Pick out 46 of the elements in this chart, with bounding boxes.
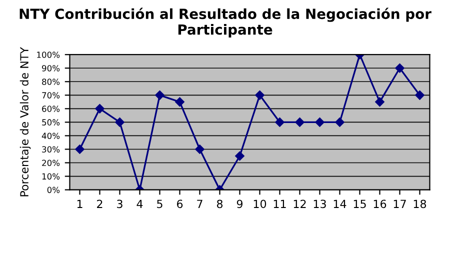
point — [175, 97, 184, 107]
point — [155, 90, 164, 100]
x-tick-label: 11 — [274, 200, 286, 208]
x-tick-label: 18 — [414, 200, 426, 208]
point — [255, 90, 264, 100]
x-tick-label: 12 — [294, 200, 306, 208]
x-tick-label: 4 — [136, 200, 143, 208]
point — [195, 144, 204, 154]
x-tick-label: 6 — [176, 200, 183, 208]
x-tick-label: 8 — [216, 200, 223, 208]
point — [75, 144, 84, 154]
x-tick-label: 16 — [374, 200, 386, 208]
y-tick-label: 10% — [42, 173, 60, 180]
x-tick-label: 17 — [394, 200, 406, 208]
point — [415, 90, 424, 100]
x-tick-label: 7 — [197, 200, 202, 208]
x-tick-label: 1 — [77, 200, 82, 208]
y-tick-label: 50% — [42, 119, 60, 126]
y-tick-label: 80% — [42, 78, 60, 85]
chart-title: NTY Contribución al Resultado de la Negociación por Participante — [20, 8, 432, 38]
point — [395, 63, 404, 73]
point — [115, 118, 124, 127]
y-axis-title: Porcentaje de Valor de NTY — [20, 47, 31, 196]
point — [375, 97, 384, 107]
y-tick-label: 0% — [47, 186, 60, 194]
point — [275, 118, 284, 127]
point — [295, 118, 304, 127]
point — [335, 118, 344, 127]
x-tick-label: 14 — [334, 200, 346, 208]
y-tick-label: 60% — [42, 106, 60, 112]
y-tick-label: 90% — [42, 65, 60, 72]
point — [315, 118, 324, 127]
x-tick-label: 2 — [97, 200, 102, 208]
y-tick-label: 20% — [42, 160, 60, 166]
y-tick-label: 40% — [42, 132, 60, 140]
point — [95, 104, 104, 114]
x-tick-label: 3 — [117, 200, 122, 208]
x-tick-label: 10 — [254, 200, 266, 208]
y-tick-label: 70% — [42, 92, 60, 98]
x-tick-label: 13 — [314, 200, 326, 208]
x-tick-label: 5 — [157, 200, 162, 208]
y-tick-label: 100% — [37, 52, 60, 58]
x-tick-label: 15 — [354, 200, 366, 208]
point — [235, 151, 244, 161]
x-tick-label: 9 — [236, 200, 243, 208]
y-tick-label: 30% — [42, 146, 60, 153]
